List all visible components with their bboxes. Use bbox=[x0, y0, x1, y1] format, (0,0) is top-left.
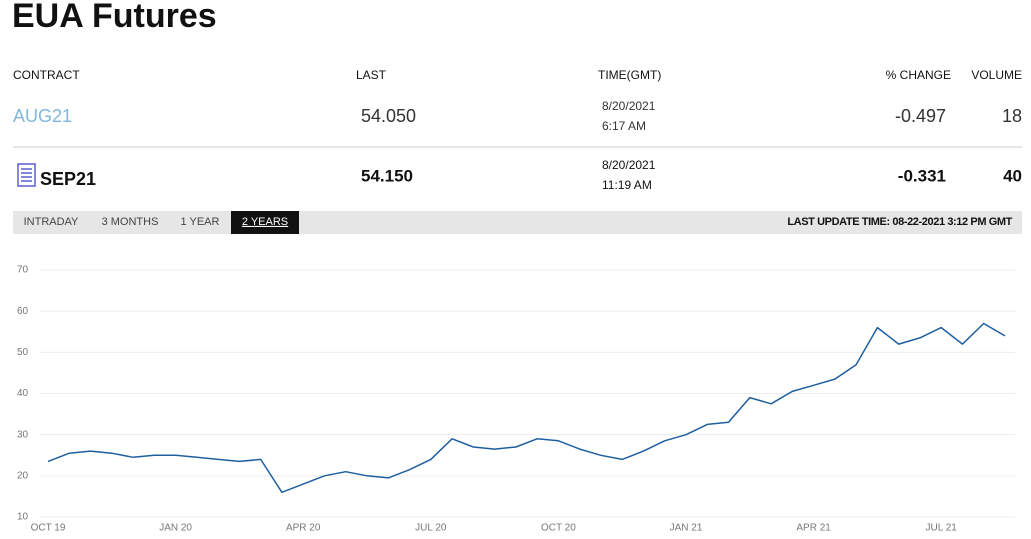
x-tick-label: JUL 20 bbox=[415, 523, 447, 534]
x-tick-label: JAN 21 bbox=[670, 523, 703, 534]
tab[interactable]: 3 MONTHS bbox=[102, 216, 159, 228]
title: EUA Futures bbox=[12, 0, 217, 35]
contract-icon bbox=[17, 163, 36, 187]
y-tick-label: 40 bbox=[17, 388, 29, 399]
date: 8/20/2021 bbox=[602, 158, 656, 172]
y-tick-label: 10 bbox=[17, 512, 29, 523]
y-tick-label: 50 bbox=[17, 347, 29, 358]
col-head: CONTRACT bbox=[13, 68, 80, 82]
change: -0.497 bbox=[895, 106, 946, 126]
time: 11:19 AM bbox=[602, 178, 652, 192]
active-tab bbox=[231, 211, 299, 234]
contract-link[interactable]: AUG21 bbox=[13, 106, 72, 126]
x-tick-label: APR 20 bbox=[286, 523, 321, 534]
last-update: LAST UPDATE TIME: 08-22-2021 3:12 PM GMT bbox=[787, 216, 1012, 228]
volume: 40 bbox=[1003, 166, 1022, 185]
price-line bbox=[47, 322, 1006, 494]
col-head: % CHANGE bbox=[886, 68, 951, 82]
last: 54.150 bbox=[361, 166, 413, 185]
last: 54.050 bbox=[361, 106, 416, 126]
y-tick-label: 20 bbox=[17, 470, 29, 481]
x-tick-label: APR 21 bbox=[796, 523, 831, 534]
y-tick-label: 30 bbox=[17, 429, 29, 440]
col-head: LAST bbox=[356, 68, 387, 82]
y-tick-label: 60 bbox=[17, 306, 29, 317]
col-head: VOLUME bbox=[971, 68, 1022, 82]
x-tick-label: OCT 19 bbox=[31, 523, 66, 534]
x-tick-label: JUL 21 bbox=[926, 523, 958, 534]
x-tick-label: OCT 20 bbox=[541, 523, 576, 534]
x-tick-label: JAN 20 bbox=[159, 523, 192, 534]
col-head: TIME(GMT) bbox=[598, 68, 661, 82]
tab[interactable]: 1 YEAR bbox=[181, 216, 220, 228]
tab[interactable]: 2 YEARS bbox=[242, 216, 288, 228]
volume: 18 bbox=[1002, 106, 1022, 126]
tab[interactable]: INTRADAY bbox=[24, 216, 79, 228]
time: 6:17 AM bbox=[602, 119, 646, 133]
y-tick-label: 70 bbox=[17, 265, 29, 276]
date: 8/20/2021 bbox=[602, 99, 656, 113]
contract: SEP21 bbox=[40, 169, 96, 189]
change: -0.331 bbox=[898, 166, 946, 185]
